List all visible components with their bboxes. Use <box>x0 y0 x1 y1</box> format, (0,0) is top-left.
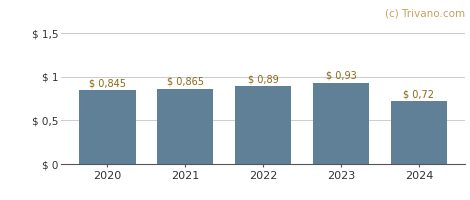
Text: $ 0,865: $ 0,865 <box>167 76 204 86</box>
Text: $ 0,845: $ 0,845 <box>89 78 126 88</box>
Bar <box>79 90 135 164</box>
Text: $ 0,89: $ 0,89 <box>248 74 279 84</box>
Bar <box>313 83 369 164</box>
Bar <box>391 101 447 164</box>
Text: (c) Trivano.com: (c) Trivano.com <box>385 8 465 18</box>
Text: $ 0,93: $ 0,93 <box>326 71 356 81</box>
Bar <box>235 86 291 164</box>
Bar <box>157 89 213 164</box>
Text: $ 0,72: $ 0,72 <box>403 89 434 99</box>
